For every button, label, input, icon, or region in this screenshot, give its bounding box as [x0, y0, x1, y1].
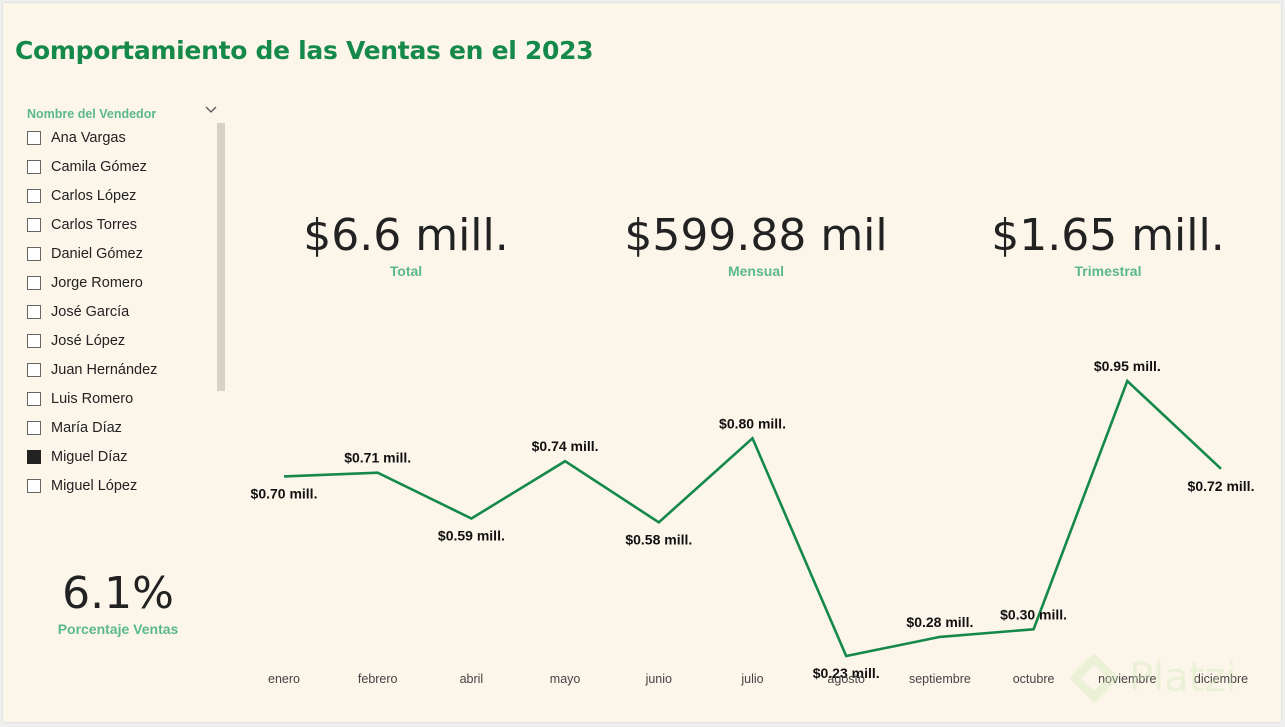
x-tick-label: febrero — [358, 672, 398, 686]
checkbox[interactable] — [27, 130, 41, 145]
x-tick-label: agosto — [827, 672, 865, 686]
x-tick-label: noviembre — [1098, 672, 1156, 686]
data-label: $0.70 mill. — [251, 485, 318, 501]
data-label: $0.59 mill. — [438, 528, 505, 544]
slicer-item[interactable]: Daniel Gómez — [27, 239, 207, 268]
slicer-item[interactable]: José López — [27, 326, 207, 355]
kpi-trimestral-label: Trimestral — [1074, 263, 1142, 279]
slicer-item[interactable]: Ana Vargas — [27, 123, 207, 152]
checkbox[interactable] — [27, 217, 41, 232]
data-label: $0.23 mill. — [813, 665, 880, 681]
slicer-item-label: Miguel Díaz — [51, 448, 128, 465]
x-tick-label: julio — [740, 672, 763, 686]
slicer-item-label: Carlos Torres — [51, 216, 137, 233]
slicer-item[interactable]: Juan Hernández — [27, 355, 207, 384]
data-label: $0.28 mill. — [906, 614, 973, 630]
checkbox[interactable] — [27, 449, 41, 464]
kpi-trimestral-value: $1.65 mill. — [991, 210, 1225, 261]
slicer-item-label: Juan Hernández — [51, 361, 158, 378]
slicer-item-label: José García — [51, 303, 130, 320]
checkbox[interactable] — [27, 478, 41, 493]
slicer-title: Nombre del Vendedor — [27, 107, 157, 121]
slicer-item-label: Jorge Romero — [51, 274, 143, 291]
kpi-mensual: $599.88 mil Mensual — [611, 210, 901, 279]
data-label: $0.95 mill. — [1094, 358, 1161, 374]
data-point[interactable] — [281, 473, 287, 479]
x-tick-label: octubre — [1013, 672, 1055, 686]
kpi-total-value: $6.6 mill. — [303, 210, 509, 261]
data-point[interactable] — [1031, 626, 1037, 632]
kpi-mensual-value: $599.88 mil — [624, 210, 888, 261]
x-tick-label: junio — [645, 672, 672, 686]
slicer-item[interactable]: Camila Gómez — [27, 152, 207, 181]
kpi-total: $6.6 mill. Total — [291, 210, 521, 279]
checkbox[interactable] — [27, 333, 41, 348]
platzi-watermark: Platzi — [1065, 649, 1237, 707]
slicer-item[interactable]: Carlos Torres — [27, 210, 207, 239]
slicer-item-label: Carlos López — [51, 187, 137, 204]
data-point[interactable] — [937, 634, 943, 640]
watermark-text: Platzi — [1129, 655, 1237, 701]
slicer-item-label: Camila Gómez — [51, 158, 147, 175]
data-label: $0.71 mill. — [344, 450, 411, 466]
data-point[interactable] — [562, 458, 568, 464]
data-label: $0.74 mill. — [532, 438, 599, 454]
slicer-item[interactable]: José García — [27, 297, 207, 326]
data-point[interactable] — [750, 435, 756, 441]
slicer-item[interactable]: Jorge Romero — [27, 268, 207, 297]
chevron-down-icon[interactable] — [205, 106, 217, 114]
checkbox[interactable] — [27, 420, 41, 435]
data-point[interactable] — [843, 653, 849, 659]
slicer-scrollbar[interactable] — [217, 123, 225, 391]
x-tick-label: enero — [268, 672, 300, 686]
kpi-total-label: Total — [389, 263, 423, 279]
slicer-item-label: Luis Romero — [51, 390, 134, 407]
data-label: $0.30 mill. — [1000, 606, 1067, 622]
data-point[interactable] — [1218, 466, 1224, 472]
checkbox[interactable] — [27, 159, 41, 174]
checkbox[interactable] — [27, 246, 41, 261]
checkbox[interactable] — [27, 188, 41, 203]
x-tick-label: abril — [460, 672, 484, 686]
kpi-trimestral: $1.65 mill. Trimestral — [978, 210, 1238, 279]
slicer-item[interactable]: Carlos López — [27, 181, 207, 210]
x-tick-label: mayo — [550, 672, 581, 686]
checkbox[interactable] — [27, 362, 41, 377]
data-label: $0.80 mill. — [719, 415, 786, 431]
page-title: Comportamiento de las Ventas en el 2023 — [15, 36, 594, 65]
slicer-item[interactable]: Miguel Díaz — [27, 442, 207, 471]
slicer-item-label: Ana Vargas — [51, 129, 126, 146]
kpi-porcentaje-value: 6.1% — [62, 568, 174, 619]
slicer-header[interactable]: Nombre del Vendedor — [27, 103, 219, 121]
report-canvas: Comportamiento de las Ventas en el 2023 … — [3, 3, 1281, 722]
slicer-item-label: Miguel López — [51, 477, 138, 494]
data-point[interactable] — [1124, 378, 1130, 384]
series-line — [283, 378, 1222, 658]
checkbox[interactable] — [27, 391, 41, 406]
slicer-item[interactable]: Miguel López — [27, 471, 207, 500]
slicer-item[interactable]: María Díaz — [27, 413, 207, 442]
slicer-list: Ana Vargas Camila Gómez Carlos López Carlos… — [27, 123, 207, 500]
data-point[interactable] — [656, 519, 662, 525]
slicer-item-label: María Díaz — [51, 419, 122, 436]
kpi-mensual-label: Mensual — [727, 263, 784, 279]
data-point[interactable] — [375, 470, 381, 476]
checkbox[interactable] — [27, 304, 41, 319]
kpi-porcentaje: 6.1% Porcentaje Ventas — [23, 568, 213, 637]
slicer-item[interactable]: Luis Romero — [27, 384, 207, 413]
checkbox[interactable] — [27, 275, 41, 290]
slicer-item-label: José López — [51, 332, 126, 349]
slicer-item-label: Daniel Gómez — [51, 245, 143, 262]
x-tick-label: septiembre — [909, 672, 971, 686]
x-tick-label: diciembre — [1194, 672, 1248, 686]
kpi-porcentaje-label: Porcentaje Ventas — [57, 621, 179, 637]
data-point[interactable] — [468, 516, 474, 522]
sales-line-chart: $0.70 mill. enero $0.71 mill. febrero $0.59 … — [251, 358, 1255, 686]
data-label: $0.58 mill. — [625, 531, 692, 547]
platzi-logo-icon — [1069, 653, 1119, 703]
data-label: $0.72 mill. — [1188, 478, 1255, 494]
